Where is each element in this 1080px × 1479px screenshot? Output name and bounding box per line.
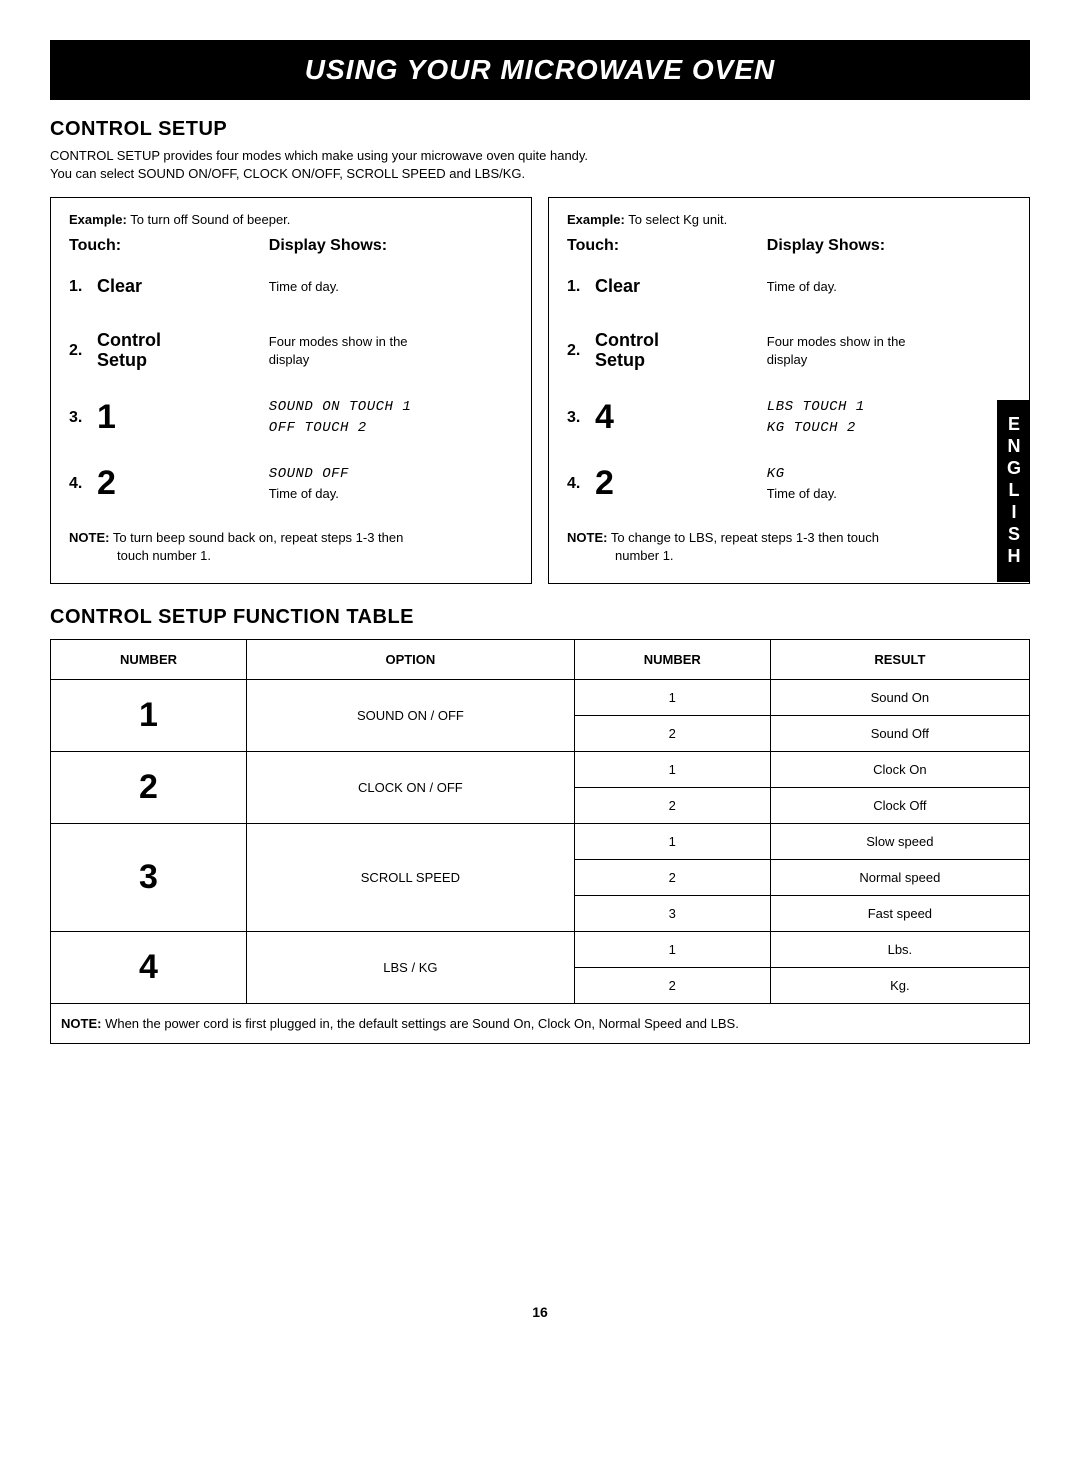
step-number: 1.: [567, 278, 595, 296]
step-number: 2.: [69, 342, 97, 360]
table-row: 3SCROLL SPEED1Slow speed: [51, 824, 1030, 860]
option-name: LBS / KG: [246, 932, 574, 1004]
step-display: Time of day.: [269, 278, 513, 296]
function-table-heading: CONTROL SETUP FUNCTION TABLE: [50, 606, 1030, 629]
intro-line-2: You can select SOUND ON/OFF, CLOCK ON/OF…: [50, 165, 1030, 183]
step-touch: ControlSetup: [97, 331, 269, 371]
sub-number: 2: [574, 968, 770, 1004]
step-display: LBS TOUCH 1KG TOUCH 2: [767, 397, 1011, 438]
banner-title: USING YOUR MICROWAVE OVEN: [50, 40, 1030, 100]
table-header: OPTION: [246, 640, 574, 680]
table-header: NUMBER: [574, 640, 770, 680]
step-number: 4.: [69, 475, 97, 493]
result-cell: Kg.: [770, 968, 1029, 1004]
sub-number: 2: [574, 716, 770, 752]
step-number: 3.: [567, 409, 595, 427]
function-table-section: CONTROL SETUP FUNCTION TABLE NUMBEROPTIO…: [50, 606, 1030, 1044]
step-number: 1.: [69, 278, 97, 296]
step-display: SOUND OFFTime of day.: [269, 464, 513, 503]
result-cell: Clock On: [770, 752, 1029, 788]
touch-header: Touch:: [69, 237, 269, 255]
control-setup-heading: CONTROL SETUP: [50, 118, 1030, 141]
option-number: 3: [51, 824, 247, 932]
sub-number: 1: [574, 752, 770, 788]
sub-number: 3: [574, 896, 770, 932]
sub-number: 2: [574, 860, 770, 896]
result-cell: Fast speed: [770, 896, 1029, 932]
step-display: Four modes show in thedisplay: [269, 333, 513, 369]
step-display: Time of day.: [767, 278, 1011, 296]
result-cell: Slow speed: [770, 824, 1029, 860]
step-row: 1.ClearTime of day.: [69, 269, 513, 305]
step-touch: Clear: [595, 277, 767, 297]
option-number: 1: [51, 680, 247, 752]
table-row: 1SOUND ON / OFF1Sound On: [51, 680, 1030, 716]
result-cell: Lbs.: [770, 932, 1029, 968]
example-columns-header: Touch:Display Shows:: [567, 237, 1011, 255]
step-row: 3.1SOUND ON TOUCH 1OFF TOUCH 2: [69, 397, 513, 438]
example-title: Example: To turn off Sound of beeper.: [69, 212, 513, 227]
step-touch: ControlSetup: [595, 331, 767, 371]
step-touch: 2: [595, 465, 767, 502]
example-note: NOTE: To change to LBS, repeat steps 1-3…: [567, 529, 1011, 565]
result-cell: Sound Off: [770, 716, 1029, 752]
table-note-row: NOTE: When the power cord is first plugg…: [51, 1004, 1030, 1044]
examples-row: Example: To turn off Sound of beeper. Tou…: [50, 197, 1030, 584]
option-number: 4: [51, 932, 247, 1004]
example-title: Example: To select Kg unit.: [567, 212, 1011, 227]
table-header: NUMBER: [51, 640, 247, 680]
page-number: 16: [50, 1304, 1030, 1320]
table-row: 4LBS / KG1Lbs.: [51, 932, 1030, 968]
example-note: NOTE: To turn beep sound back on, repeat…: [69, 529, 513, 565]
step-number: 4.: [567, 475, 595, 493]
step-touch: 4: [595, 399, 767, 436]
example-right: Example: To select Kg unit. Touch:Display…: [548, 197, 1030, 584]
step-row: 2.ControlSetupFour modes show in thedisp…: [69, 331, 513, 371]
display-header: Display Shows:: [767, 237, 1011, 255]
step-touch: 2: [97, 465, 269, 502]
step-row: 1.ClearTime of day.: [567, 269, 1011, 305]
intro-line-1: CONTROL SETUP provides four modes which …: [50, 147, 1030, 165]
step-display: KGTime of day.: [767, 464, 1011, 503]
option-name: CLOCK ON / OFF: [246, 752, 574, 824]
result-cell: Clock Off: [770, 788, 1029, 824]
language-tab: ENGLISH: [997, 400, 1030, 582]
result-cell: Sound On: [770, 680, 1029, 716]
sub-number: 2: [574, 788, 770, 824]
option-name: SOUND ON / OFF: [246, 680, 574, 752]
table-note: NOTE: When the power cord is first plugg…: [51, 1004, 1030, 1044]
step-display: SOUND ON TOUCH 1OFF TOUCH 2: [269, 397, 513, 438]
table-header: RESULT: [770, 640, 1029, 680]
sub-number: 1: [574, 680, 770, 716]
step-row: 3.4LBS TOUCH 1KG TOUCH 2: [567, 397, 1011, 438]
result-cell: Normal speed: [770, 860, 1029, 896]
example-left: Example: To turn off Sound of beeper. Tou…: [50, 197, 532, 584]
table-row: 2CLOCK ON / OFF1Clock On: [51, 752, 1030, 788]
step-number: 2.: [567, 342, 595, 360]
step-row: 4.2SOUND OFFTime of day.: [69, 464, 513, 503]
step-row: 2.ControlSetupFour modes show in thedisp…: [567, 331, 1011, 371]
example-columns-header: Touch:Display Shows:: [69, 237, 513, 255]
display-header: Display Shows:: [269, 237, 513, 255]
sub-number: 1: [574, 824, 770, 860]
touch-header: Touch:: [567, 237, 767, 255]
step-touch: Clear: [97, 277, 269, 297]
option-number: 2: [51, 752, 247, 824]
step-number: 3.: [69, 409, 97, 427]
step-row: 4.2KGTime of day.: [567, 464, 1011, 503]
function-table: NUMBEROPTIONNUMBERRESULT1SOUND ON / OFF1…: [50, 639, 1030, 1044]
sub-number: 1: [574, 932, 770, 968]
step-display: Four modes show in thedisplay: [767, 333, 1011, 369]
intro-text: CONTROL SETUP provides four modes which …: [50, 147, 1030, 183]
step-touch: 1: [97, 399, 269, 436]
option-name: SCROLL SPEED: [246, 824, 574, 932]
page: USING YOUR MICROWAVE OVEN CONTROL SETUP …: [50, 40, 1030, 1320]
